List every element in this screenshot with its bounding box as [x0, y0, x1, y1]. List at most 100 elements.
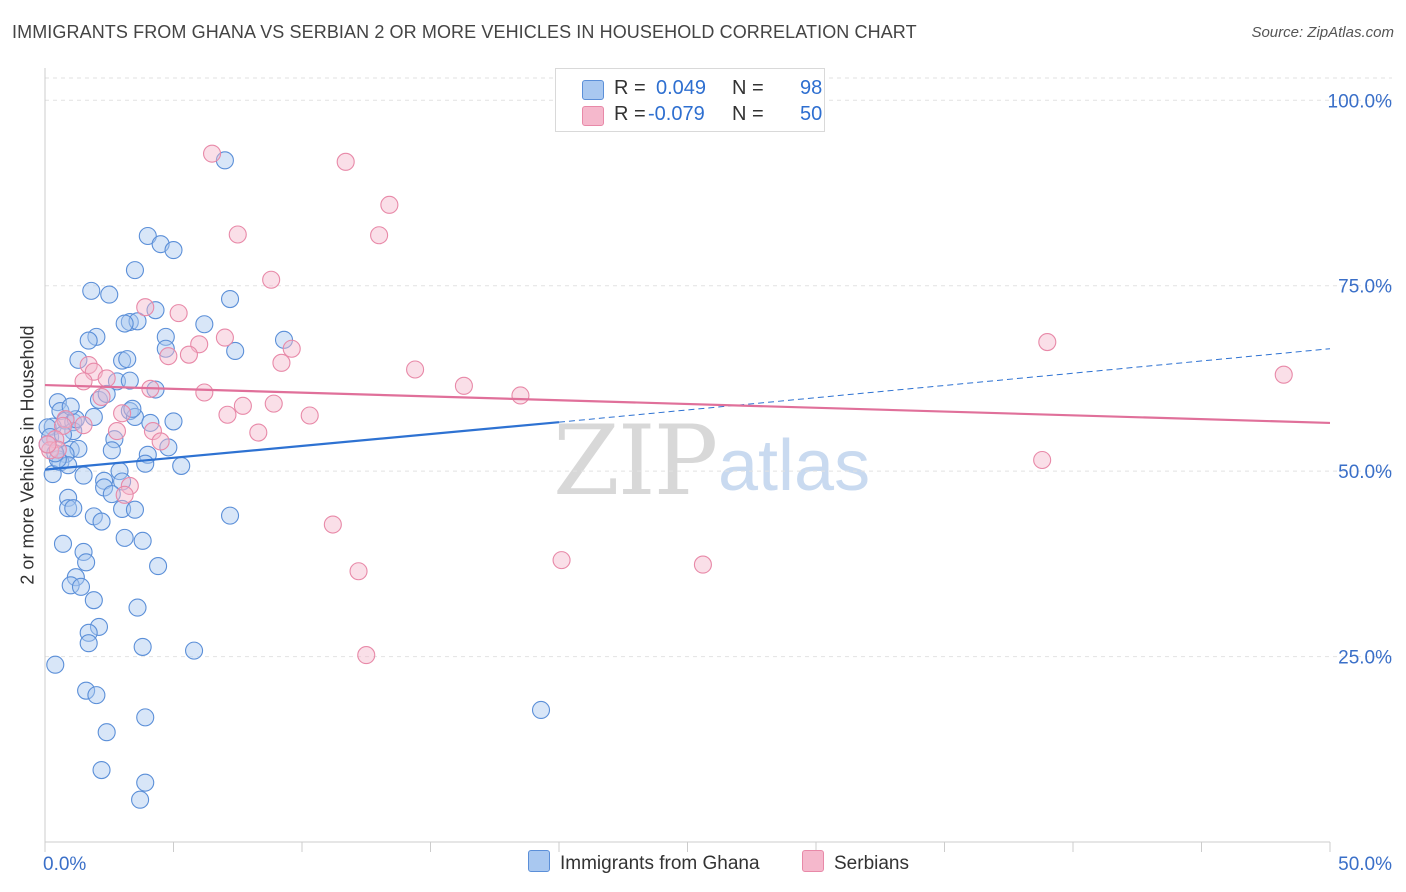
- ghana-point: [46, 655, 65, 674]
- ghana-point: [59, 488, 78, 507]
- serbian-point: [552, 551, 571, 570]
- serbian-point: [159, 347, 178, 366]
- ghana-point: [115, 314, 134, 333]
- ghana-point: [79, 623, 98, 642]
- serbian-point: [120, 476, 139, 496]
- ghana-point: [79, 634, 98, 653]
- serbian-swatch-icon: [582, 106, 604, 126]
- ghana-point: [133, 531, 152, 550]
- ghana-point: [172, 456, 191, 475]
- ghana-point: [220, 506, 240, 525]
- ghana-point: [107, 372, 127, 391]
- ghana-swatch-icon: [582, 80, 604, 100]
- y-axis-label: 2 or more Vehicles in Household: [17, 325, 38, 585]
- ghana-point: [123, 399, 142, 418]
- ghana-point: [89, 617, 109, 636]
- grid-layer: [45, 77, 1392, 658]
- serbian-point: [1274, 365, 1293, 384]
- legend-label-ghana: Immigrants from Ghana: [560, 853, 760, 874]
- x-tick-label-min: 0.0%: [43, 854, 86, 875]
- ghana-point: [92, 761, 111, 780]
- ghana-point: [195, 315, 214, 334]
- ghana-point: [531, 700, 551, 720]
- serbian-point: [92, 387, 111, 407]
- ghana-points: [38, 151, 551, 809]
- serbian-point: [179, 345, 198, 364]
- legend-item-serbians[interactable]: Serbians: [802, 850, 909, 875]
- serbian-point: [249, 423, 268, 442]
- source-attribution: Source: ZipAtlas.com: [1251, 24, 1394, 41]
- ghana-n-value: 98: [800, 77, 823, 99]
- ghana-point: [149, 557, 168, 576]
- serbian-legend-icon: [802, 850, 824, 872]
- ghana-point: [77, 553, 96, 572]
- ghana-point: [71, 577, 91, 596]
- ghana-point: [69, 350, 88, 369]
- ghana-point: [185, 641, 204, 660]
- ghana-point: [156, 339, 175, 358]
- n-label: N =: [732, 103, 764, 125]
- r-label: R =: [614, 103, 646, 125]
- legend-item-ghana[interactable]: Immigrants from Ghana: [528, 850, 760, 875]
- ghana-point: [95, 471, 114, 490]
- serbian-point: [357, 646, 376, 665]
- serbian-point: [233, 396, 252, 415]
- serbian-point: [53, 416, 73, 435]
- serbian-point: [272, 353, 291, 372]
- serbian-point: [228, 225, 247, 244]
- serbian-point: [38, 435, 57, 454]
- ghana-point: [92, 512, 111, 531]
- serbian-point: [693, 555, 712, 574]
- tick-labels: 25.0% 50.0% 75.0% 100.0% 0.0% 50.0%: [43, 91, 1392, 875]
- serbian-point: [215, 328, 234, 347]
- ghana-legend-icon: [528, 850, 550, 872]
- ghana-point: [87, 686, 106, 705]
- x-tick-label-max: 50.0%: [1338, 854, 1392, 875]
- ghana-point: [74, 466, 93, 485]
- serbian-point: [113, 404, 132, 423]
- ghana-point: [59, 456, 78, 475]
- serbian-point: [323, 515, 342, 534]
- serbian-trend-line: [44, 383, 1331, 425]
- serbian-point: [1038, 333, 1057, 352]
- serbian-point: [300, 406, 319, 425]
- ghana-point: [131, 790, 150, 809]
- serbian-point: [107, 422, 127, 441]
- serbian-n-value: 50: [800, 103, 823, 125]
- ghana-point: [136, 454, 155, 473]
- serbian-point: [48, 440, 67, 459]
- ghana-point: [64, 499, 83, 518]
- ghana-point: [220, 289, 240, 309]
- ghana-point: [82, 281, 101, 300]
- serbian-point: [218, 405, 237, 424]
- ghana-point: [113, 499, 132, 519]
- ghana-point: [133, 637, 152, 656]
- serbian-point: [336, 152, 355, 171]
- serbian-point: [136, 298, 155, 317]
- ghana-point: [115, 528, 134, 547]
- ghana-point: [118, 350, 137, 369]
- watermark-atlas: atlas: [718, 426, 871, 506]
- serbian-point: [169, 304, 188, 323]
- n-label: N =: [732, 77, 764, 99]
- ghana-point: [53, 534, 73, 553]
- ghana-point: [102, 441, 121, 460]
- serbian-point: [203, 144, 222, 163]
- serbian-r-value: -0.079: [648, 103, 705, 125]
- serbian-point: [380, 195, 399, 214]
- r-label: R =: [614, 77, 646, 99]
- ghana-point: [84, 591, 103, 610]
- ghana-point: [138, 226, 157, 246]
- serbian-point: [511, 386, 530, 405]
- serbian-point: [282, 339, 301, 358]
- serbian-point: [195, 383, 214, 402]
- legend-label-serbians: Serbians: [834, 853, 909, 874]
- y-tick-label: 50.0%: [1338, 462, 1392, 483]
- serbian-point: [454, 376, 473, 395]
- serbian-point: [151, 432, 170, 451]
- y-tick-label: 75.0%: [1338, 277, 1392, 298]
- ghana-point: [100, 285, 119, 304]
- y-tick-label: 25.0%: [1338, 648, 1392, 669]
- ghana-point: [95, 478, 114, 497]
